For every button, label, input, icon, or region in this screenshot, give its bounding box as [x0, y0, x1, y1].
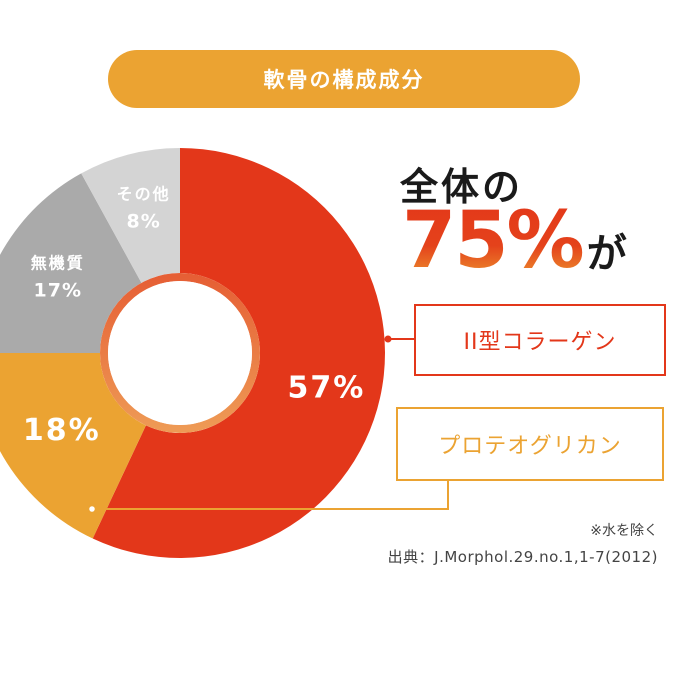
slice-other [81, 148, 180, 283]
slice-name-minerals: 無機質 [31, 254, 85, 273]
slice-collagen [92, 148, 386, 558]
headline-line2: 75% が [402, 196, 627, 286]
water-note: ※水を除く [590, 523, 658, 539]
slice-label-proteoglycan: 18% [23, 413, 101, 448]
slice-proteoglycan [0, 353, 146, 539]
inner-ring [100, 273, 260, 433]
collagen-connector-dot [384, 335, 392, 343]
slice-label-collagen: 57% [287, 371, 365, 406]
donut-hole [108, 281, 252, 425]
headline-line1: 全体の [400, 165, 524, 209]
proteoglycan-connector-line [92, 477, 449, 510]
proteoglycan-connector-dot [87, 504, 97, 514]
headline-percent: 75% [402, 196, 585, 286]
slice-labels-group: 57% 18% 無機質 17% その他 8% [23, 185, 365, 448]
collagen-callout: II型コラーゲン [414, 304, 666, 376]
slice-name-other: その他 [117, 185, 171, 204]
collagen-callout-text: II型コラーゲン [463, 330, 617, 355]
slice-label-other: 8% [127, 211, 161, 233]
chart-title: 軟骨の構成成分 [263, 68, 425, 92]
proteoglycan-callout: プロテオグリカン [396, 407, 664, 481]
title-banner: 軟骨の構成成分 [108, 50, 580, 108]
source-note: 出典：J.Morphol.29.no.1,1-7(2012) [387, 548, 658, 566]
connectors-group [87, 335, 449, 514]
slice-label-minerals: 17% [34, 280, 82, 302]
slices-group [0, 148, 386, 558]
proteoglycan-callout-text: プロテオグリカン [438, 434, 622, 459]
headline-suffix: が [586, 231, 627, 277]
slice-minerals [0, 173, 142, 353]
